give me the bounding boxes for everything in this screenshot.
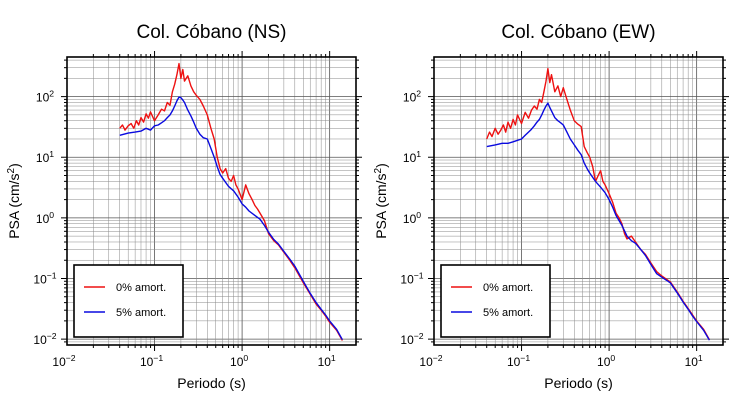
legend-label: 5% amort. xyxy=(116,307,166,319)
legend-box xyxy=(440,264,551,338)
x-tick-label: 10−2 xyxy=(419,353,442,369)
x-tick-label: 100 xyxy=(597,353,615,369)
y-tick-label: 102 xyxy=(403,89,421,105)
y-tick-label: 10−2 xyxy=(400,331,423,347)
legend-label: 0% amort. xyxy=(116,282,166,294)
plot-frame xyxy=(433,56,724,346)
y-tick-label: 10−1 xyxy=(33,270,56,286)
y-tick-label: 101 xyxy=(403,149,421,165)
x-tick-label: 10−1 xyxy=(507,353,530,369)
series-line-five-pct-damping xyxy=(119,96,344,341)
chart-title: Col. Cóbano (NS) xyxy=(137,22,287,43)
x-axis-label: Periodo (s) xyxy=(544,375,612,391)
x-tick-label: 100 xyxy=(230,353,248,369)
legend: 0% amort. 5% amort. xyxy=(440,264,551,338)
x-axis-label: Periodo (s) xyxy=(177,375,245,391)
x-tick-label: 10−1 xyxy=(140,353,163,369)
y-tick-label: 100 xyxy=(403,210,421,226)
chart-title: Col. Cóbano (EW) xyxy=(501,22,655,43)
legend-label: 0% amort. xyxy=(483,282,533,294)
series-line-five-pct-damping xyxy=(486,102,711,341)
x-tick-label: 101 xyxy=(318,353,336,369)
y-tick-label: 102 xyxy=(36,89,54,105)
chart-panel-2: 10−2 10−1 100 101 10−2 10−1 100 101 102 Col. Cóba… xyxy=(373,22,729,391)
x-tick-label: 101 xyxy=(685,353,703,369)
legend-label: 5% amort. xyxy=(483,307,533,319)
y-tick-label: 10−2 xyxy=(33,331,56,347)
legend-box xyxy=(73,264,184,338)
y-axis-label: PSA (cm/s2) xyxy=(6,163,22,239)
y-tick-label: 100 xyxy=(36,210,54,226)
y-tick-label: 10−1 xyxy=(400,270,423,286)
legend: 0% amort. 5% amort. xyxy=(73,264,184,338)
series-group xyxy=(119,62,344,341)
plot-frame xyxy=(66,56,357,346)
chart-panel-1: 10−2 10−1 100 101 10−2 10−1 100 101 102 Col. Cóba… xyxy=(6,22,362,391)
series-group xyxy=(486,67,711,341)
y-tick-label: 101 xyxy=(36,149,54,165)
x-tick-label: 10−2 xyxy=(52,353,75,369)
y-axis-label: PSA (cm/s2) xyxy=(373,163,389,239)
